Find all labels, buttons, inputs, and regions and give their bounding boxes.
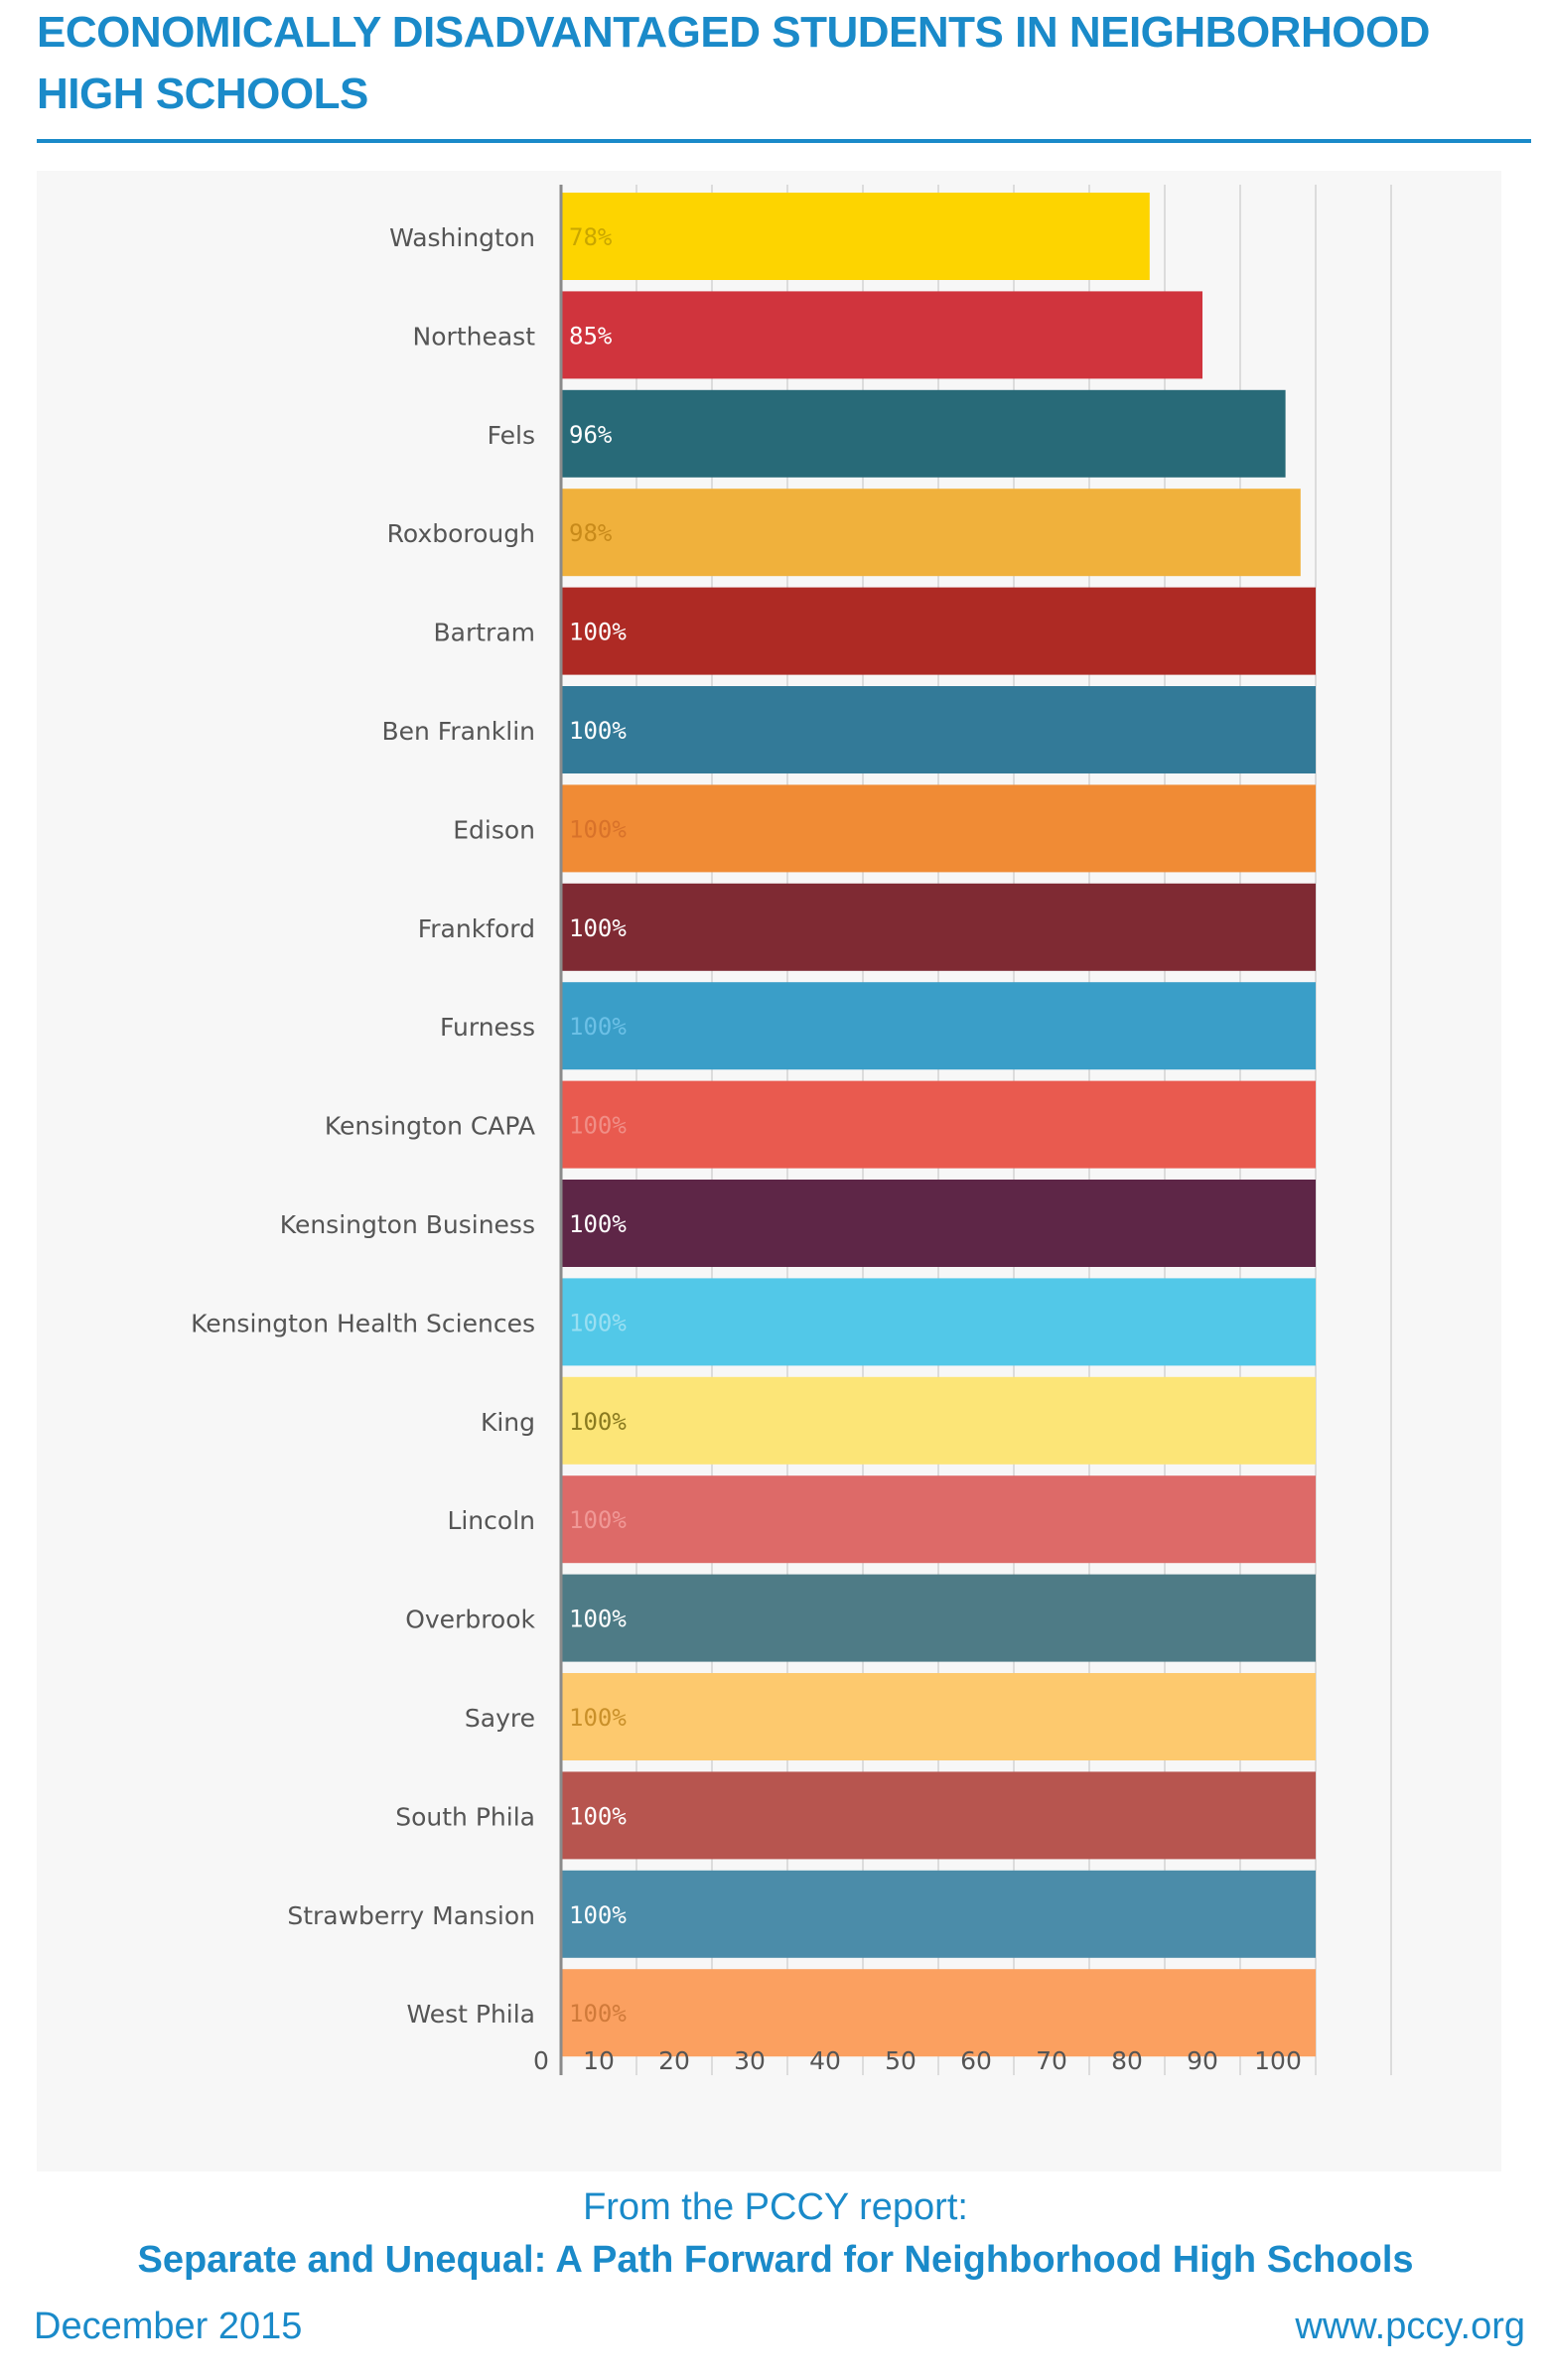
bar [561,1080,1316,1169]
data-label: 100% [569,2000,627,2028]
data-label: 78% [569,223,613,251]
report-date: December 2015 [34,2306,303,2347]
category-label: Overbrook [405,1606,535,1634]
data-label: 100% [569,1802,627,1830]
x-tick-label: 20 [658,2046,690,2075]
category-label: West Phila [406,2000,535,2029]
data-label: 85% [569,322,613,350]
x-tick-label: 100 [1254,2046,1302,2075]
x-tick-label: 90 [1187,2046,1218,2075]
category-label: Lincoln [447,1506,535,1535]
bar [561,489,1301,577]
bar [561,686,1316,773]
category-label: South Phila [395,1802,535,1831]
category-label: Frankford [418,914,535,943]
data-label: 100% [569,1112,627,1140]
data-label: 100% [569,1901,627,1929]
title-divider [37,139,1531,143]
x-tick-label: 60 [960,2046,992,2075]
data-label: 100% [569,1408,627,1436]
bar [561,291,1202,379]
x-tick-label: 0 [533,2046,549,2075]
x-tick-label: 50 [885,2046,916,2075]
category-label: Edison [453,815,535,844]
category-label: Ben Franklin [381,717,535,746]
data-label: 100% [569,717,627,745]
x-tick-label: 10 [583,2046,615,2075]
bar [561,389,1286,478]
category-label: Kensington Health Sciences [191,1309,535,1337]
data-label: 100% [569,914,627,942]
data-label: 98% [569,519,613,547]
source-prefix: From the PCCY report: [583,2186,968,2228]
x-tick-label: 40 [809,2046,841,2075]
category-label: Kensington Business [280,1210,535,1239]
website-link[interactable]: www.pccy.org [1295,2306,1525,2347]
data-label: 100% [569,1506,627,1534]
bar [561,883,1316,971]
bar [561,1475,1316,1564]
bar [561,982,1316,1070]
category-label: Roxborough [387,519,535,548]
category-label: Furness [440,1013,535,1042]
category-label: King [481,1408,535,1437]
bar-chart: Washington 78% Northeast 85% Fels 96% Roxborou… [191,185,1392,2075]
bar [561,1278,1316,1366]
bar [561,1376,1316,1465]
data-label: 100% [569,815,627,843]
chart-panel: Washington 78% Northeast 85% Fels 96% Roxborou… [37,171,1501,2171]
data-label: 100% [569,1606,627,1633]
category-label: Bartram [433,619,535,647]
data-label: 100% [569,1704,627,1732]
bar [561,784,1316,873]
category-label: Northeast [413,322,536,350]
bar [561,1771,1316,1860]
report-title: Separate and Unequal: A Path Forward for… [137,2239,1414,2281]
bar [561,1969,1316,2057]
bar [561,587,1316,675]
bar [561,1870,1316,1958]
data-label: 100% [569,619,627,646]
bar [561,1673,1316,1760]
data-label: 100% [569,1210,627,1238]
x-tick-label: 80 [1111,2046,1143,2075]
category-label: Strawberry Mansion [287,1901,535,1930]
page-title: ECONOMICALLY DISADVANTAGED STUDENTS IN N… [37,8,1430,118]
x-tick-label: 30 [734,2046,766,2075]
data-label: 96% [569,421,613,449]
category-label: Sayre [465,1704,535,1733]
category-label: Fels [488,421,535,450]
x-tick-label: 70 [1036,2046,1067,2075]
category-label: Washington [389,223,535,252]
bar [561,1574,1316,1662]
bar [561,1180,1316,1267]
data-label: 100% [569,1309,627,1336]
category-label: Kensington CAPA [325,1112,535,1141]
data-label: 100% [569,1013,627,1041]
bar [561,193,1150,280]
